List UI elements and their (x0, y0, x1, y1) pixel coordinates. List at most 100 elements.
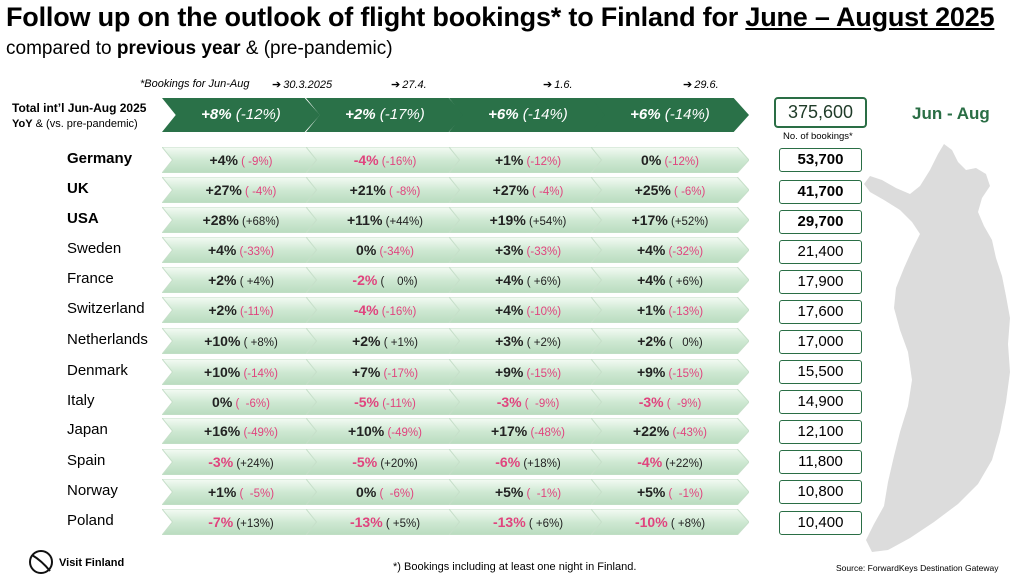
country-label: Spain (67, 452, 106, 469)
finland-map (864, 144, 1010, 552)
change-cell: +17% (+52%) (591, 207, 749, 233)
pre-pandemic-value: (-15%) (523, 368, 562, 380)
pre-pandemic-value: ( +8%) (667, 518, 706, 530)
bookings-box: 41,700 (779, 180, 862, 204)
change-cell: -13% ( +5%) (306, 509, 464, 535)
bookings-box: 29,700 (779, 210, 862, 234)
pre-pandemic-value: ( -1%) (523, 488, 562, 500)
change-cell: +22% (-43%) (591, 418, 749, 444)
bookings-box: 11,800 (779, 450, 862, 474)
pre-pandemic-value: (+68%) (238, 216, 280, 228)
change-cell: -3% ( -9%) (591, 389, 749, 415)
yoy-value: +22% (633, 423, 670, 439)
yoy-value: -10% (634, 514, 668, 530)
pre-pandemic-value: (-13%) (665, 306, 704, 318)
yoy-value: +4% (637, 272, 666, 288)
country-label: Italy (67, 392, 95, 409)
change-cell: -3% (+24%) (162, 449, 320, 475)
pre-pandemic-value: (-10%) (523, 306, 562, 318)
pre-pandemic-value: (-49%) (384, 427, 422, 439)
yoy-value: +5% (636, 484, 666, 500)
pre-pandemic-value: ( -8%) (385, 186, 421, 198)
country-label: Japan (67, 421, 108, 438)
pre-pandemic-value: (+44%) (382, 216, 424, 228)
change-cell: -4% (-16%) (306, 147, 464, 173)
subtitle-emphasis: previous year (116, 38, 241, 59)
pre-pandemic-value: ( +1%) (380, 337, 418, 349)
change-cell: -5% (-11%) (306, 389, 464, 415)
change-cell: +16% (-49%) (162, 418, 320, 444)
change-cell: 0% ( -6%) (306, 479, 464, 505)
change-cell: +27% ( -4%) (449, 177, 607, 203)
pre-pandemic-value: (+54%) (525, 216, 567, 228)
yoy-value: +10% (204, 333, 241, 349)
bookings-box: 53,700 (779, 148, 862, 172)
total-chevron-2: +2% (-17%) (306, 98, 464, 132)
pre-pandemic-value: (-14%) (240, 368, 278, 380)
pre-pandemic-value: ( -6%) (670, 186, 706, 198)
pre-pandemic-value: (-43%) (669, 427, 707, 439)
country-label: USA (67, 210, 99, 227)
yoy-value: -3% (496, 394, 522, 410)
yoy-value: -2% (352, 272, 378, 288)
change-cell: +9% (-15%) (449, 359, 607, 385)
yoy-value: +4% (207, 242, 237, 258)
pre-pandemic-value: ( -4%) (528, 186, 564, 198)
pre-pandemic-value: ( -6%) (376, 488, 414, 500)
yoy-value: -3% (208, 454, 234, 470)
change-cell: -4% (+22%) (591, 449, 749, 475)
country-label: Poland (67, 512, 114, 529)
change-cell: +4% (-32%) (591, 237, 749, 263)
pre-pandemic-value: (-12%) (523, 156, 562, 168)
pre-pandemic-value: (-33%) (523, 246, 562, 258)
yoy-value: +1% (494, 152, 524, 168)
change-cell: +3% (-33%) (449, 237, 607, 263)
change-cell: +19% (+54%) (449, 207, 607, 233)
pre-pandemic-value: ( 0%) (665, 337, 703, 349)
bookings-box: 10,800 (779, 480, 862, 504)
country-label: Denmark (67, 362, 128, 379)
change-cell: -13% ( +6%) (449, 509, 607, 535)
visit-finland-logo-icon (29, 550, 53, 574)
bookings-box: 14,900 (779, 390, 862, 414)
pre-pandemic-value: (-33%) (236, 246, 275, 258)
country-label: Netherlands (67, 331, 148, 348)
total-pre-pandemic: (-12%) (231, 106, 281, 123)
yoy-value: +10% (204, 364, 241, 380)
logo-text: Visit Finland (59, 557, 125, 569)
yoy-value: +28% (202, 212, 239, 228)
yoy-value: +2% (208, 302, 237, 318)
change-cell: +21% ( -8%) (306, 177, 464, 203)
pre-pandemic-value: (-49%) (240, 427, 278, 439)
page-title: Follow up on the outlook of flight booki… (6, 2, 995, 32)
yoy-value: +4% (495, 272, 524, 288)
pre-pandemic-value: ( +2%) (523, 337, 561, 349)
date-label-3: ➔ 1.6. (543, 79, 573, 91)
pre-pandemic-value: (-12%) (661, 156, 699, 168)
date-label-1: ➔ 30.3.2025 (272, 79, 333, 91)
change-cell: -4% (-16%) (306, 297, 464, 323)
total-yoy: +2% (345, 106, 376, 123)
bookings-note: *Bookings for Jun-Aug (140, 78, 250, 90)
yoy-value: +3% (495, 333, 524, 349)
yoy-value: +2% (208, 272, 237, 288)
yoy-value: +9% (636, 364, 666, 380)
total-pre-pandemic: (-14%) (660, 106, 710, 123)
change-cell: +4% ( +6%) (449, 267, 607, 293)
change-cell: +17% (-48%) (449, 418, 607, 444)
change-cell: -7% (+13%) (162, 509, 320, 535)
change-cell: +7% (-17%) (306, 359, 464, 385)
total-yoy: +6% (488, 106, 519, 123)
yoy-value: -3% (638, 394, 664, 410)
change-cell: -2% ( 0%) (306, 267, 464, 293)
source-note: Source: ForwardKeys Destination Gateway (836, 563, 999, 573)
change-cell: +1% (-12%) (449, 147, 607, 173)
yoy-value: 0% (212, 394, 233, 410)
yoy-value: +4% (494, 302, 524, 318)
yoy-value: -5% (354, 394, 380, 410)
bookings-box: 17,900 (779, 270, 862, 294)
pre-pandemic-value: ( -4%) (241, 186, 277, 198)
yoy-value: +4% (636, 242, 666, 258)
change-cell: -10% ( +8%) (591, 509, 749, 535)
yoy-value: +11% (346, 212, 383, 228)
